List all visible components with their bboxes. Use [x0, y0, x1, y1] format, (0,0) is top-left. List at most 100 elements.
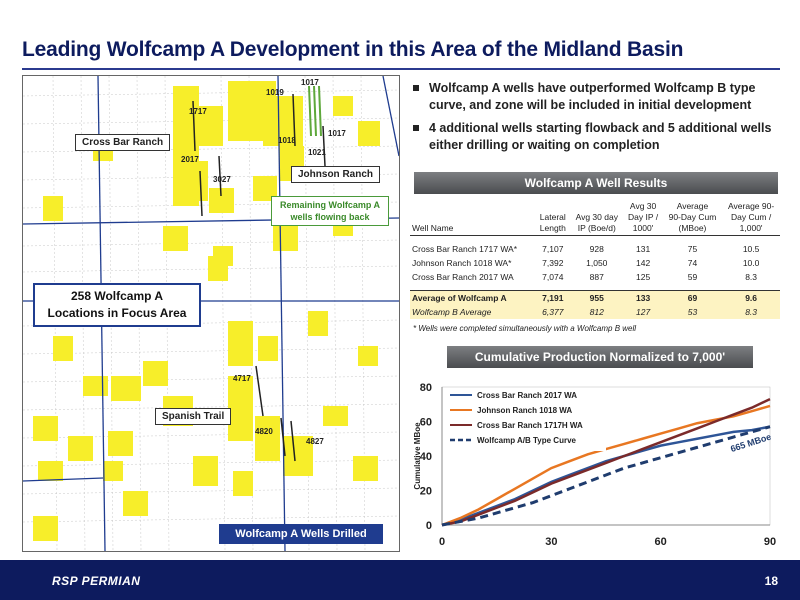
- well-label: 1021: [308, 148, 326, 157]
- remaining-wells-line1: Remaining Wolfcamp A: [279, 200, 380, 210]
- col-90day-cum: Average 90-Day Cum (MBoe): [662, 200, 723, 236]
- x-tick-label: 30: [545, 536, 557, 548]
- bullet-item: 4 additional wells starting flowback and…: [413, 120, 788, 154]
- well-label: 4827: [306, 437, 324, 446]
- bullet-square-icon: [413, 125, 419, 131]
- cross-bar-ranch-label: Cross Bar Ranch: [75, 134, 171, 151]
- table-cell: 812: [570, 305, 624, 319]
- table-cell: 8.3: [722, 305, 780, 319]
- x-tick-label: 90: [764, 536, 776, 548]
- table-cell: 8.3: [745, 272, 758, 282]
- spanish-trail-label: Spanish Trail: [155, 408, 232, 425]
- table-cell: Johnson Ranch 1018 WA*: [412, 258, 512, 268]
- series-line: [441, 425, 771, 527]
- well-label: 1019: [266, 88, 284, 97]
- table-row: Cross Bar Ranch 1717 WA* 7,107 928 131 75 10.…: [410, 242, 780, 256]
- table-cell: Wolfcamp B Average: [410, 305, 536, 319]
- footer-bar: [0, 560, 800, 600]
- x-tick-label: 0: [439, 536, 445, 548]
- table-cell: 1,050: [586, 258, 608, 268]
- table-cell: Cross Bar Ranch 2017 WA: [412, 272, 514, 282]
- table-cell: Average of Wolfcamp A: [410, 290, 536, 305]
- company-logo: RSP PERMIAN: [52, 574, 140, 588]
- table-cell: 127: [623, 305, 663, 319]
- page-number: 18: [764, 574, 778, 588]
- map-panel: 1017 1019 1717 1018 1017 1021 2017 3027 …: [22, 75, 400, 552]
- table-cell: 133: [623, 290, 663, 305]
- legend-label: Cross Bar Ranch 2017 WA: [477, 391, 577, 400]
- table-cell: 955: [570, 290, 624, 305]
- series-line: [441, 425, 771, 527]
- table-cell: 10.5: [742, 244, 760, 254]
- table-cell: 7,191: [535, 290, 571, 305]
- well-label: 1717: [189, 107, 207, 116]
- table-row-average: Average of Wolfcamp A 7,191 955 133 69 9.6: [410, 290, 780, 305]
- chart-header-bar: Cumulative Production Normalized to 7,00…: [447, 346, 753, 368]
- table-row: Johnson Ranch 1018 WA* 7,392 1,050 142 74 10.…: [410, 256, 780, 270]
- table-cell: 10.0: [742, 258, 760, 268]
- well-label: 1017: [328, 129, 346, 138]
- well-label: 4717: [233, 374, 251, 383]
- table-cell: 142: [635, 258, 651, 268]
- col-ip-per-1000: Avg 30 Day IP /1000': [623, 200, 663, 236]
- table-cell: 74: [687, 258, 698, 268]
- y-axis-label: Cumulative MBoe: [413, 422, 422, 490]
- y-tick-label: 40: [420, 451, 432, 463]
- table-cell: 887: [589, 272, 604, 282]
- col-90day-per-1000: Average 90- Day Cum /1,000': [722, 200, 780, 236]
- table-cell: 53: [662, 305, 723, 319]
- table-cell: 7,074: [542, 272, 564, 282]
- series-line: [441, 397, 771, 527]
- table-row-type-curve: Wolfcamp B Average 6,377 812 127 53 8.3: [410, 305, 780, 319]
- page-title: Leading Wolfcamp A Development in this A…: [22, 38, 684, 61]
- legend-box: [446, 389, 606, 451]
- bullet-item: Wolfcamp A wells have outperformed Wolfc…: [413, 80, 788, 114]
- title-divider: [22, 68, 780, 70]
- table-header-bar: Wolfcamp A Well Results: [414, 172, 778, 194]
- johnson-ranch-label: Johnson Ranch: [291, 166, 381, 183]
- col-ip: Avg 30 day IP (Boe/d): [570, 200, 624, 236]
- col-well-name: Well Name: [410, 200, 536, 236]
- bullet-text: 4 additional wells starting flowback and…: [429, 121, 772, 152]
- remaining-wells-line2: wells flowing back: [290, 212, 370, 222]
- remaining-wells-label: Remaining Wolfcamp A wells flowing back: [271, 196, 389, 226]
- legend-label: Wolfcamp A/B Type Curve: [477, 436, 577, 445]
- locations-line2: Locations in Focus Area: [47, 306, 187, 320]
- table-cell: 75: [687, 244, 698, 254]
- table-cell: 131: [635, 244, 651, 254]
- chart-container: 0 20 40 60 80 0 30 60 90 Cumulative MBoe Cross Bar…: [410, 375, 790, 555]
- table-footnote: * Wells were completed simultaneously wi…: [413, 324, 637, 333]
- well-label: 1017: [301, 78, 319, 87]
- production-chart: 0 20 40 60 80 0 30 60 90 Cumulative MBoe Cross Bar…: [413, 382, 776, 548]
- y-tick-label: 0: [426, 520, 432, 532]
- locations-callout: 258 Wolfcamp A Locations in Focus Area: [33, 283, 201, 327]
- well-label: 3027: [213, 175, 231, 184]
- bullet-text: Wolfcamp A wells have outperformed Wolfc…: [429, 81, 756, 112]
- col-lateral: Lateral Length: [535, 200, 571, 236]
- legend-label: Johnson Ranch 1018 WA: [477, 406, 572, 415]
- table-cell: 69: [662, 290, 723, 305]
- x-tick-label: 60: [655, 536, 667, 548]
- wells-drilled-banner: Wolfcamp A Wells Drilled: [219, 524, 383, 544]
- well-label: 1018: [278, 136, 296, 145]
- y-tick-label: 60: [420, 417, 432, 429]
- y-tick-label: 80: [420, 382, 432, 394]
- logo-text: RSP PERMIAN: [52, 574, 141, 588]
- table-cell: Cross Bar Ranch 1717 WA*: [412, 244, 518, 254]
- table-cell: 928: [589, 244, 604, 254]
- table-row: Cross Bar Ranch 2017 WA 7,074 887 125 59 8.3: [410, 270, 780, 284]
- table-cell: 59: [687, 272, 698, 282]
- table-cell: 7,392: [542, 258, 564, 268]
- table-cell: 9.6: [722, 290, 780, 305]
- bullet-list: Wolfcamp A wells have outperformed Wolfc…: [413, 80, 788, 160]
- legend-label: Cross Bar Ranch 1717H WA: [477, 421, 583, 430]
- well-label: 4820: [255, 427, 273, 436]
- locations-line1: 258 Wolfcamp A: [70, 289, 164, 303]
- well-label: 2017: [181, 155, 199, 164]
- well-results-table: Well Name Lateral Length Avg 30 day IP (Bo…: [410, 200, 780, 319]
- bullet-square-icon: [413, 85, 419, 91]
- table-cell: 7,107: [542, 244, 564, 254]
- y-tick-label: 20: [420, 486, 432, 498]
- table-cell: 6,377: [535, 305, 571, 319]
- table-cell: 125: [635, 272, 651, 282]
